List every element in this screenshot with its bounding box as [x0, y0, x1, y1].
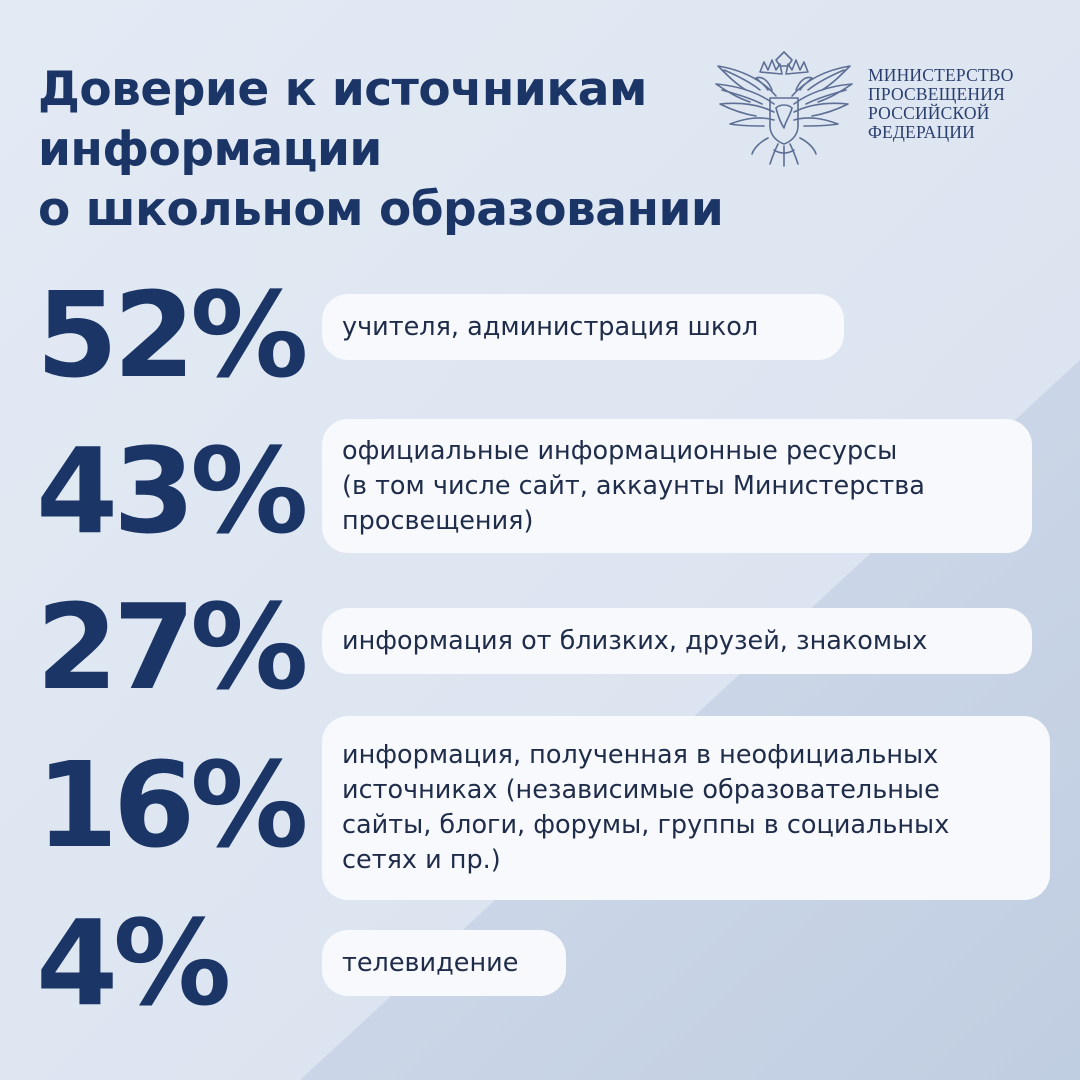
- source-label: информация от близких, друзей, знакомых: [322, 608, 1032, 674]
- title-line-1: Доверие к источникам: [38, 62, 647, 117]
- percent-value: 16%: [36, 736, 308, 874]
- page-title: Доверие к источникам информации о школьн…: [38, 60, 758, 240]
- ministry-line-2: ПРОСВЕЩЕНИЯ: [868, 84, 1005, 104]
- source-label: телевидение: [322, 930, 566, 996]
- percent-value: 43%: [36, 422, 308, 560]
- ministry-line-4: ФЕДЕРАЦИИ: [868, 122, 975, 142]
- percent-value: 4%: [36, 894, 231, 1032]
- ministry-line-3: РОССИЙСКОЙ: [868, 103, 990, 123]
- ministry-line-1: МИНИСТЕРСТВО: [868, 65, 1014, 85]
- double-headed-eagle-emblem-icon: [715, 51, 853, 167]
- percent-value: 27%: [36, 578, 308, 716]
- source-label: информация, полученная в неофициальных и…: [322, 716, 1050, 900]
- ministry-logo-text: МИНИСТЕРСТВО ПРОСВЕЩЕНИЯ РОССИЙСКОЙ ФЕДЕ…: [868, 66, 1014, 142]
- source-label: учителя, администрация школ: [322, 294, 844, 360]
- percent-value: 52%: [36, 266, 308, 404]
- title-line-3: о школьном образовании: [38, 182, 724, 237]
- source-label: официальные информационные ресурсы (в то…: [322, 419, 1032, 553]
- title-line-2: информации: [38, 122, 382, 177]
